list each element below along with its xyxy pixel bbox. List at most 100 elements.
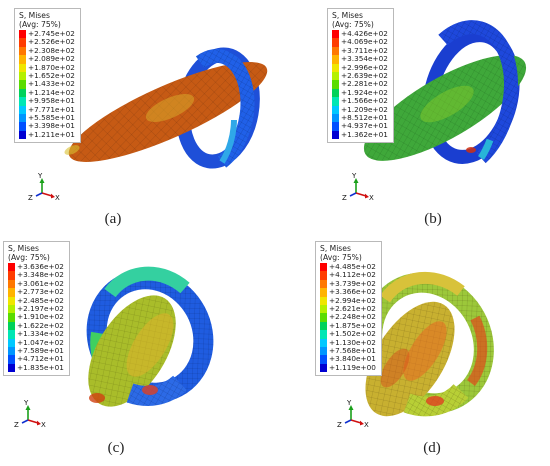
axis-y-label: Y	[351, 173, 357, 180]
legend-swatch	[320, 330, 327, 339]
legend-swatch	[320, 321, 327, 331]
legend-value: +9.958e+01	[28, 96, 75, 106]
legend-swatch	[332, 80, 339, 89]
legend-value: +4.485e+02	[329, 262, 376, 271]
legend-value: +1.209e+02	[341, 104, 388, 114]
legend-value: +1.433e+02	[28, 79, 75, 89]
legend-swatch	[320, 363, 327, 373]
legend-value: +1.214e+02	[28, 87, 75, 97]
axis-triad-a: Y Z X	[28, 173, 60, 202]
legend-subtitle: (Avg: 75%)	[332, 20, 374, 29]
legend-swatch	[8, 279, 15, 289]
axis-x-label: X	[41, 421, 46, 429]
legend-swatch	[8, 346, 15, 356]
legend-values: +4.485e+02 +4.112e+02 +3.739e+02 +3.366e…	[329, 262, 376, 372]
legend-value: +2.745e+02	[28, 29, 75, 38]
axis-x-label: X	[364, 421, 369, 429]
legend-swatch	[19, 71, 26, 81]
legend-value: +3.061e+02	[17, 278, 64, 288]
legend-value: +4.112e+02	[329, 270, 376, 280]
panel-a: S, Mises (Avg: 75%) +2.745e+02 +2.526e+0…	[0, 0, 275, 233]
legend-swatch	[8, 321, 15, 331]
legend-swatch	[19, 46, 26, 56]
legend-value: +3.354e+02	[341, 54, 388, 64]
panel-caption: (d)	[423, 440, 441, 456]
legend-value: +7.568e+01	[329, 345, 376, 355]
legend-swatch	[8, 304, 15, 314]
panel-c: S, Mises (Avg: 75%) +3.636e+02 +3.348e+0…	[0, 233, 275, 466]
legend-swatch	[8, 271, 15, 280]
panel-b: S, Mises (Avg: 75%) +4.426e+02 +4.069e+0…	[275, 0, 550, 233]
legend-color-bar	[19, 30, 26, 140]
legend-value: +1.835e+01	[17, 362, 64, 372]
legend-value: +3.636e+02	[17, 262, 64, 271]
legend-value: +2.308e+02	[28, 45, 75, 55]
legend-c: S, Mises (Avg: 75%) +3.636e+02 +3.348e+0…	[3, 241, 70, 377]
legend-swatch	[320, 271, 327, 280]
model-ellipsoid-ring-b	[363, 20, 527, 164]
legend-value: +2.996e+02	[341, 62, 388, 72]
legend-swatch	[320, 338, 327, 347]
axis-y-label: Y	[23, 400, 29, 407]
legend-a: S, Mises (Avg: 75%) +2.745e+02 +2.526e+0…	[14, 8, 81, 144]
legend-swatch	[19, 105, 26, 114]
legend-values: +4.426e+02 +4.069e+02 +3.711e+02 +3.354e…	[341, 29, 388, 139]
legend-value: +1.334e+02	[17, 329, 64, 339]
legend-title: S, Mises	[8, 244, 39, 253]
panel-d: S, Mises (Avg: 75%) +4.485e+02 +4.112e+0…	[275, 233, 550, 466]
legend-color-bar	[320, 263, 327, 373]
legend-swatch	[320, 263, 327, 272]
legend-color-bar	[8, 263, 15, 373]
axis-z-label: Z	[337, 421, 342, 429]
legend-swatch	[8, 363, 15, 373]
legend-swatch	[8, 330, 15, 339]
legend-value: +5.585e+01	[28, 112, 75, 122]
axis-x-label: X	[369, 194, 374, 202]
legend-subtitle: (Avg: 75%)	[8, 253, 50, 262]
legend-swatch	[19, 38, 26, 47]
legend-title: S, Mises	[19, 11, 50, 20]
legend-swatch	[19, 88, 26, 98]
legend-swatch	[19, 130, 26, 140]
legend-swatch	[320, 279, 327, 289]
legend-value: +2.197e+02	[17, 303, 64, 313]
legend-swatch	[19, 113, 26, 123]
legend-swatch	[332, 55, 339, 64]
legend-swatch	[8, 263, 15, 272]
legend-swatch	[332, 46, 339, 56]
legend-swatch	[320, 346, 327, 356]
legend-swatch	[332, 113, 339, 123]
legend-swatch	[8, 338, 15, 347]
legend-title: S, Mises	[320, 244, 351, 253]
legend-value: +1.652e+02	[28, 70, 75, 80]
legend-swatch	[8, 355, 15, 364]
legend-value: +1.566e+02	[341, 96, 388, 106]
legend-swatch	[320, 355, 327, 364]
model-ellipsoid-ring-a	[64, 47, 268, 169]
legend-value: +1.130e+02	[329, 337, 376, 347]
legend-value: +1.362e+01	[341, 129, 388, 139]
legend-value: +2.773e+02	[17, 287, 64, 297]
legend-value: +7.589e+01	[17, 345, 64, 355]
legend-value: +1.870e+02	[28, 62, 75, 72]
legend-values: +3.636e+02 +3.348e+02 +3.061e+02 +2.773e…	[17, 262, 64, 372]
legend-value: +1.047e+02	[17, 337, 64, 347]
legend-value: +3.739e+02	[329, 278, 376, 288]
legend-subtitle: (Avg: 75%)	[19, 20, 61, 29]
axis-triad-d: Y Z X	[337, 400, 369, 429]
legend-swatch	[332, 88, 339, 98]
legend-value: +4.426e+02	[341, 29, 388, 38]
legend-swatch	[19, 30, 26, 39]
legend-swatch	[332, 105, 339, 114]
legend-swatch	[332, 30, 339, 39]
legend-subtitle: (Avg: 75%)	[320, 253, 362, 262]
legend-value: +4.937e+01	[341, 121, 388, 131]
legend-value: +1.622e+02	[17, 320, 64, 330]
legend-swatch	[320, 304, 327, 314]
legend-swatch	[332, 63, 339, 72]
panel-caption: (c)	[107, 440, 125, 456]
axis-z-label: Z	[28, 194, 33, 202]
legend-swatch	[19, 63, 26, 72]
legend-title: S, Mises	[332, 11, 363, 20]
legend-swatch	[320, 313, 327, 322]
